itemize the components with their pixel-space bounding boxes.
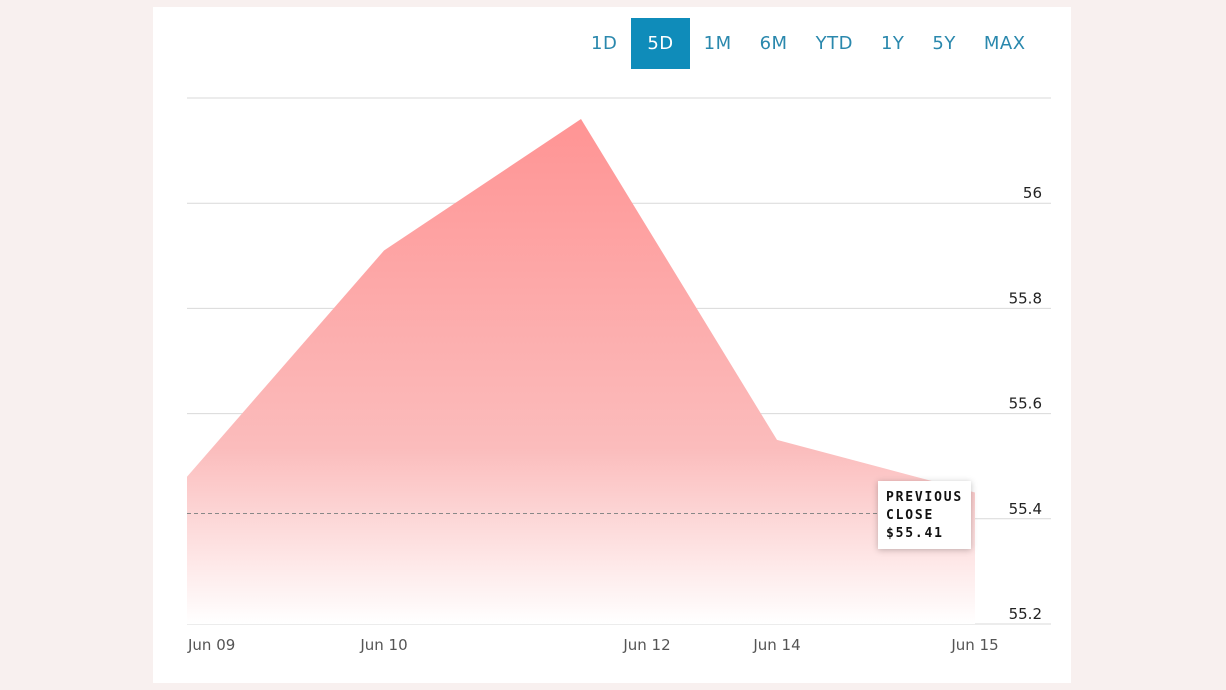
range-tab-max[interactable]: MAX: [983, 33, 1026, 54]
x-tick-label: Jun 14: [752, 636, 800, 654]
x-tick-label: Jun 15: [950, 636, 998, 654]
previous-close-value: $55.41: [886, 526, 944, 541]
x-tick-label: Jun 12: [622, 636, 670, 654]
range-tab-1m[interactable]: 1M: [703, 33, 732, 54]
range-tab-6m[interactable]: 6M: [759, 33, 788, 54]
y-tick-label: 55.6: [1009, 395, 1042, 413]
previous-close-label-1: PREVIOUS: [886, 490, 964, 505]
x-axis-ticks: Jun 09 Jun 10 Jun 12 Jun 14 Jun 15: [187, 636, 999, 654]
range-tab-ytd[interactable]: YTD: [815, 33, 853, 54]
range-tab-5d[interactable]: 5D: [631, 18, 690, 69]
y-tick-label: 55.4: [1009, 500, 1042, 518]
price-area: [187, 119, 975, 624]
x-tick-label: Jun 09: [187, 636, 235, 654]
y-tick-label: 55.2: [1009, 605, 1042, 623]
previous-close-label-2: CLOSE: [886, 508, 935, 523]
range-tabs: 1D 5D 1M 6M YTD 1Y 5Y MAX: [577, 18, 1040, 69]
x-tick-label: Jun 10: [359, 636, 407, 654]
previous-close-tooltip: PREVIOUS CLOSE $55.41: [878, 481, 972, 549]
y-tick-label: 56: [1023, 184, 1042, 202]
range-tab-1d[interactable]: 1D: [591, 33, 618, 54]
y-axis-ticks: 56 55.8 55.6 55.4 55.2: [1009, 184, 1042, 623]
y-tick-label: 55.8: [1009, 289, 1042, 307]
range-tab-1y[interactable]: 1Y: [880, 33, 905, 54]
chart-card: 1D 5D 1M 6M YTD 1Y 5Y MAX 56 55.8 55.6 55.4…: [153, 7, 1071, 683]
range-tab-5y[interactable]: 5Y: [932, 33, 956, 54]
